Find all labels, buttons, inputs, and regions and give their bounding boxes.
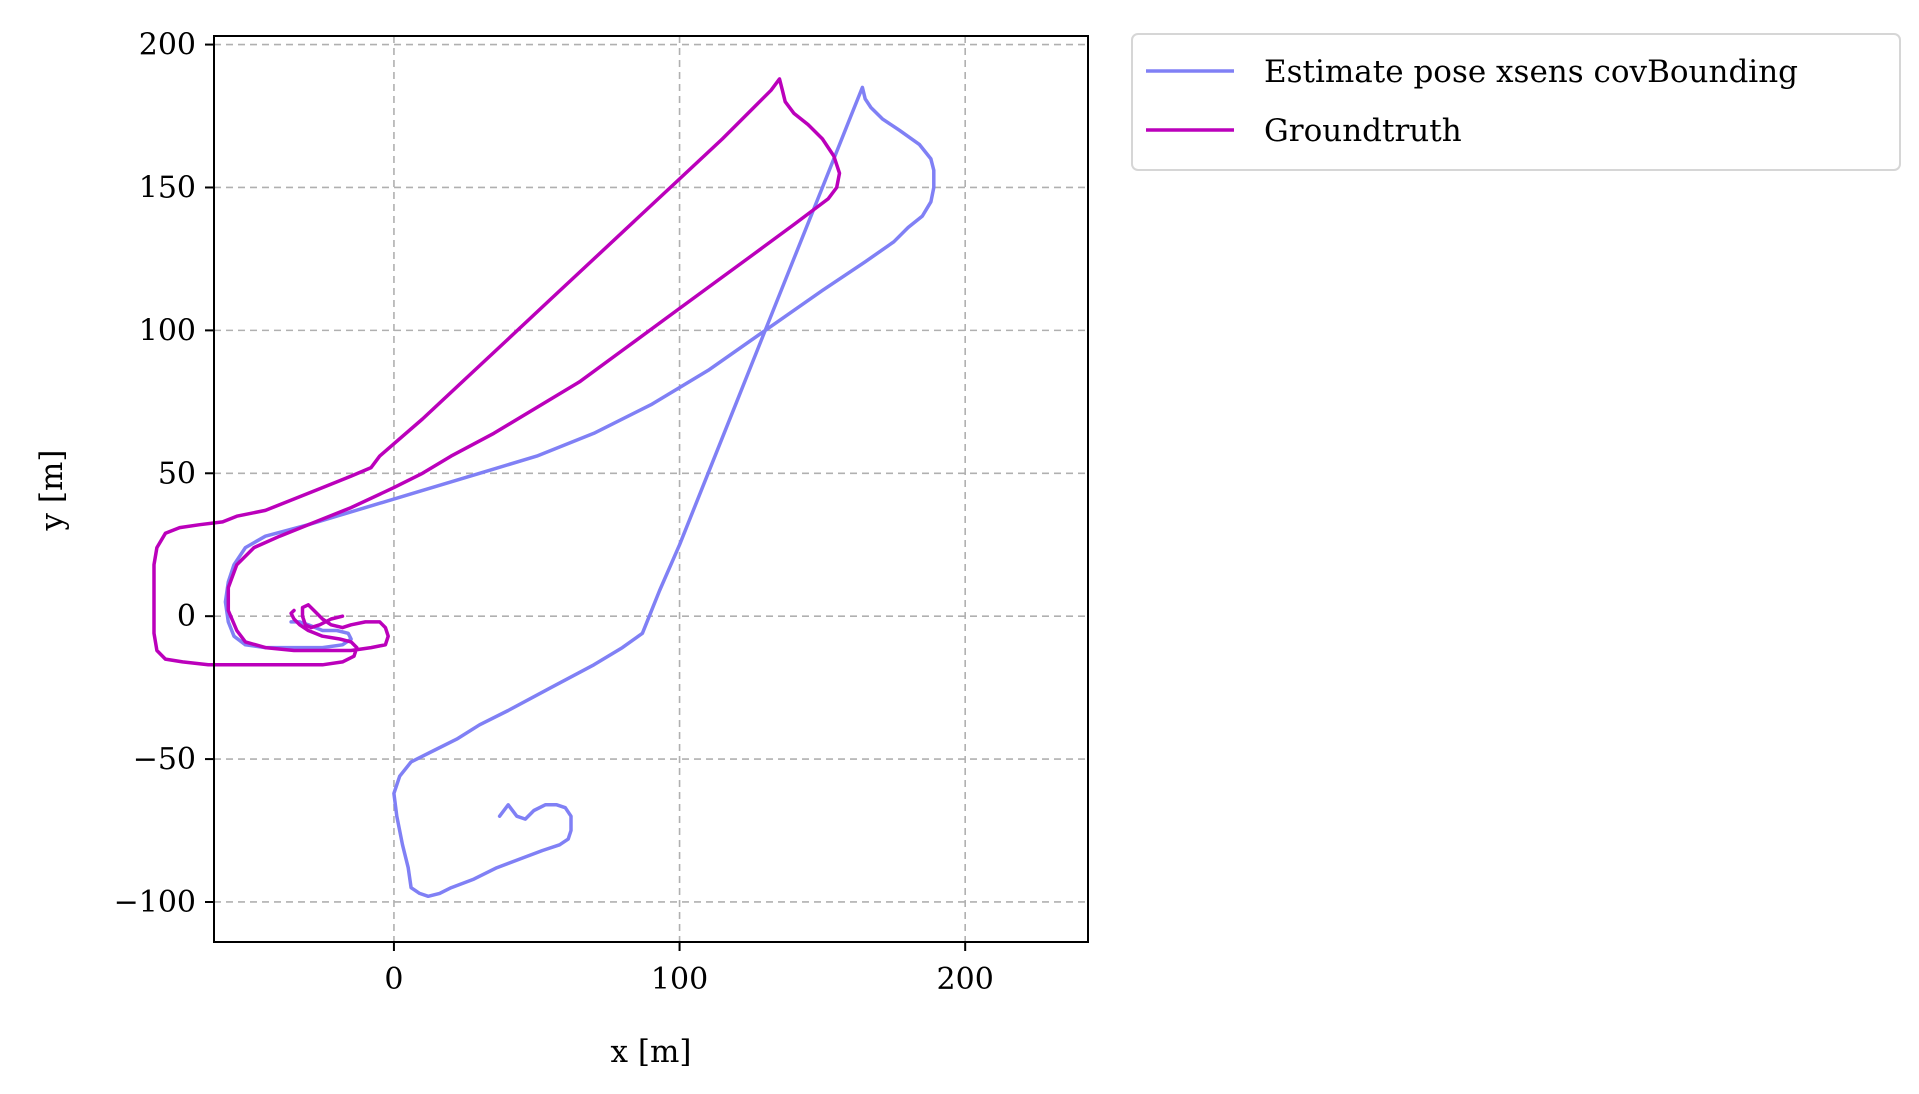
grid-lines <box>214 36 1088 942</box>
y-tick-label: 0 <box>177 599 196 634</box>
legend-label-groundtruth: Groundtruth <box>1264 113 1462 149</box>
legend: Estimate pose xsens covBounding Groundtr… <box>1131 33 1901 171</box>
x-tick-label: 100 <box>651 962 708 997</box>
x-axis-label: x [m] <box>611 1034 692 1070</box>
estimate-trajectory-line <box>223 85 936 899</box>
tick-layer: 0 100 200 −100 −50 0 50 100 150 200 <box>114 28 994 997</box>
y-tick-label: 200 <box>139 28 196 63</box>
x-tick-label: 0 <box>384 962 403 997</box>
y-tick-label: 100 <box>139 313 196 348</box>
y-axis-label: y [m] <box>34 450 70 532</box>
legend-label-estimate: Estimate pose xsens covBounding <box>1264 54 1798 90</box>
groundtruth-trajectory-line <box>152 77 842 667</box>
x-tick-label: 200 <box>937 962 994 997</box>
plot-frame <box>213 35 1089 943</box>
legend-box <box>1131 33 1901 171</box>
series-layer <box>152 77 936 899</box>
y-tick-label: −50 <box>133 742 196 777</box>
y-tick-label: 150 <box>139 170 196 205</box>
y-tick-label: 50 <box>158 456 196 491</box>
y-tick-label: −100 <box>114 885 196 920</box>
